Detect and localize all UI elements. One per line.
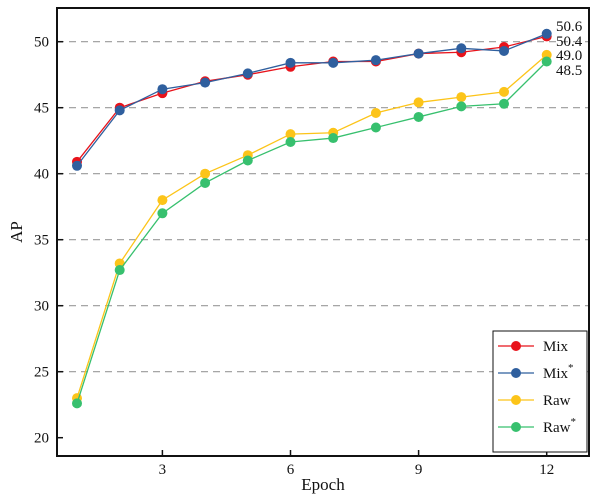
y-tick-label: 50 xyxy=(34,35,49,51)
data-point xyxy=(541,56,552,67)
data-point xyxy=(157,84,168,95)
series-group xyxy=(72,28,552,409)
data-point xyxy=(370,55,381,66)
legend-superscript: * xyxy=(568,362,574,374)
legend-marker xyxy=(511,422,521,432)
data-point xyxy=(413,111,424,122)
data-point xyxy=(370,107,381,118)
legend-item: Raw* xyxy=(498,416,576,436)
legend: Mix Mix* Raw Raw* xyxy=(492,330,588,453)
data-point xyxy=(200,168,211,179)
grid-lines xyxy=(57,41,589,373)
data-point xyxy=(114,105,125,116)
legend-label: Raw xyxy=(543,393,571,409)
legend-marker xyxy=(511,368,521,378)
legend-marker xyxy=(511,395,521,405)
data-point xyxy=(200,77,211,88)
data-point xyxy=(72,398,82,409)
end-value-label: 50.4 xyxy=(556,34,583,50)
x-axis-label: Epoch xyxy=(301,475,345,494)
x-tick-label: 3 xyxy=(159,462,167,478)
series-mix xyxy=(72,31,552,167)
x-tick-label: 6 xyxy=(287,462,295,478)
y-tick-label: 30 xyxy=(34,299,49,315)
data-point xyxy=(413,48,424,59)
end-value-label: 49.0 xyxy=(556,48,582,64)
series-raw-star xyxy=(72,56,552,409)
end-labels: 50.650.449.048.5 xyxy=(556,19,583,79)
data-point xyxy=(413,97,424,108)
x-tick-label: 9 xyxy=(415,462,423,478)
series-raw xyxy=(72,49,552,404)
y-tick-label: 40 xyxy=(34,167,49,183)
legend-superscript: * xyxy=(571,416,577,428)
data-point xyxy=(114,265,125,276)
legend-item: Mix* xyxy=(498,362,574,382)
series-line xyxy=(76,61,548,404)
legend-box xyxy=(492,330,588,453)
data-point xyxy=(541,28,552,39)
data-point xyxy=(370,122,381,133)
data-point xyxy=(499,45,509,56)
legend-label: Mix* xyxy=(543,362,574,382)
data-point xyxy=(456,101,467,112)
axes: 20 25 30 35 40 45 50 3 6 9 12 xyxy=(34,35,554,478)
y-tick-label: 25 xyxy=(34,365,49,381)
x-tick-label: 12 xyxy=(539,462,554,478)
series-line xyxy=(76,35,547,163)
legend-marker xyxy=(511,341,521,351)
data-point xyxy=(285,129,296,140)
legend-label: Mix xyxy=(543,339,569,355)
data-point xyxy=(499,86,509,97)
y-tick-label: 35 xyxy=(34,233,49,249)
series-mix-star xyxy=(72,28,552,171)
y-tick-label: 45 xyxy=(34,101,49,117)
data-point xyxy=(328,57,339,68)
data-point xyxy=(157,208,168,219)
y-tick-label: 20 xyxy=(34,431,49,447)
plot-frame xyxy=(56,7,590,457)
series-line xyxy=(76,33,547,167)
data-point xyxy=(242,68,253,79)
end-value-label: 50.6 xyxy=(556,19,583,35)
data-point xyxy=(499,98,509,109)
end-value-label: 48.5 xyxy=(556,63,582,79)
series-line xyxy=(76,54,548,399)
data-point xyxy=(328,133,339,144)
data-point xyxy=(72,160,82,171)
data-point xyxy=(157,195,168,206)
legend-item: Raw xyxy=(498,393,571,409)
data-point xyxy=(285,137,296,148)
data-point xyxy=(285,57,296,68)
y-axis-label: AP xyxy=(7,221,26,243)
data-point xyxy=(456,92,467,103)
data-point xyxy=(200,177,211,188)
legend-label: Raw* xyxy=(543,416,576,436)
legend-item: Mix xyxy=(498,339,569,355)
data-point xyxy=(242,155,253,166)
data-point xyxy=(456,43,467,54)
